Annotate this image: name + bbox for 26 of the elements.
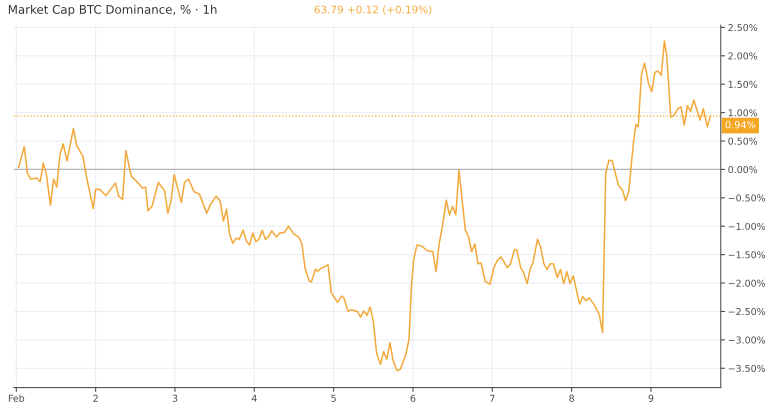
y-tick-label: 1.50% <box>728 80 758 88</box>
y-tick-label: 0.00% <box>728 166 758 174</box>
y-tick-label: −3.00% <box>728 336 766 344</box>
x-tick-label: 3 <box>172 394 178 402</box>
ref-line-label: 0.94% <box>726 121 756 128</box>
x-tick-label: Feb <box>8 394 24 402</box>
y-tick-label: −1.50% <box>728 251 766 258</box>
y-tick-label: −0.50% <box>728 194 766 202</box>
x-tick-label: 2 <box>93 394 98 402</box>
y-tick-label: −2.00% <box>728 280 766 287</box>
x-tick-label: 6 <box>410 394 416 402</box>
x-tick-label: 4 <box>252 394 257 402</box>
y-tick-label: −3.50% <box>728 364 766 372</box>
text: 63.79 +0.12 (+0.19%) <box>314 5 432 15</box>
x-tick-label: 8 <box>569 394 574 402</box>
x-tick-label: 5 <box>331 394 336 402</box>
x-tick-label: 7 <box>490 394 494 402</box>
x-tick-label: 9 <box>648 394 654 402</box>
y-tick-label: −2.50% <box>728 308 766 316</box>
y-tick-label: 0.50% <box>728 138 758 145</box>
y-tick-label: −1.00% <box>728 222 766 230</box>
y-tick-label: 1.00% <box>728 109 758 116</box>
y-tick-label: 2.00% <box>728 52 758 60</box>
y-tick-label: 2.50% <box>728 24 758 32</box>
chart-title: Market Cap BTC Dominance, % · 1h <box>8 4 216 16</box>
line-series <box>18 40 712 372</box>
